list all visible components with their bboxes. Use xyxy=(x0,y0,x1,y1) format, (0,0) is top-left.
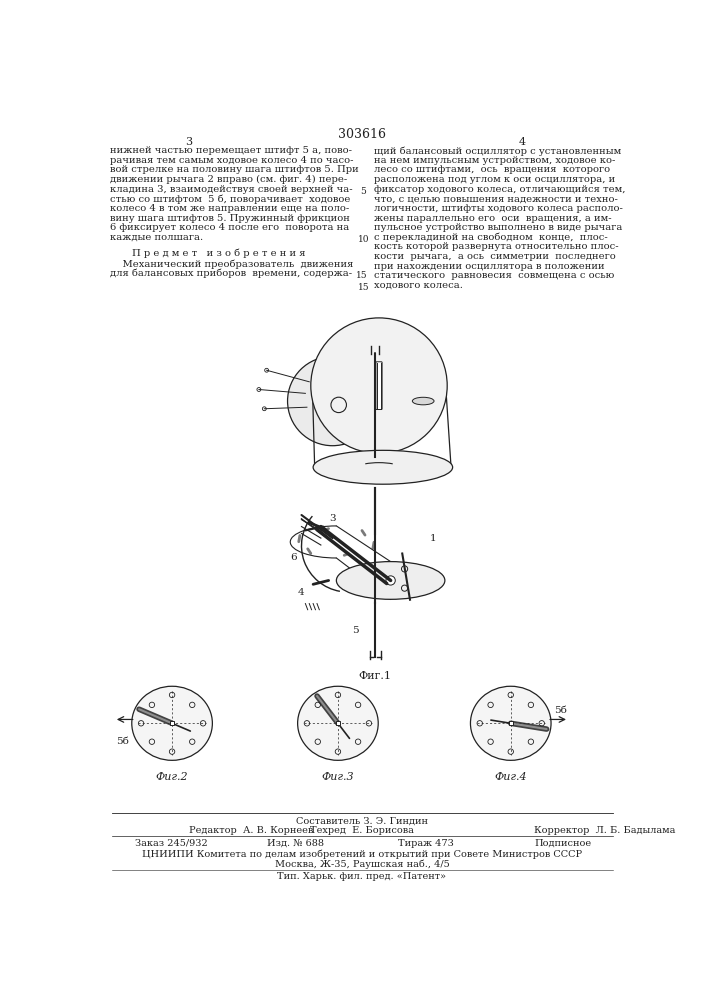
Text: для балансовых приборов  времени, содержа-: для балансовых приборов времени, содержа… xyxy=(110,269,352,278)
Text: 2: 2 xyxy=(411,580,417,589)
Text: кость которой развернута относительно плос-: кость которой развернута относительно пл… xyxy=(373,242,618,251)
Text: вину шага штифтов 5. Пружинный фрикцион: вину шага штифтов 5. Пружинный фрикцион xyxy=(110,214,350,223)
Text: с перекладиной на свободном  конце,  плос-: с перекладиной на свободном конце, плос- xyxy=(373,233,607,242)
Text: нижней частью перемещает штифт 5 а, пово-: нижней частью перемещает штифт 5 а, пово… xyxy=(110,146,352,155)
Text: Корректор  Л. Б. Бадылама: Корректор Л. Б. Бадылама xyxy=(534,826,675,835)
Text: 4: 4 xyxy=(519,137,526,147)
FancyBboxPatch shape xyxy=(376,362,382,410)
Text: 1: 1 xyxy=(430,534,436,543)
Ellipse shape xyxy=(337,562,445,599)
Text: 15: 15 xyxy=(358,283,369,292)
Ellipse shape xyxy=(313,450,452,484)
Text: расположена под углом к оси осциллятора, и: расположена под углом к оси осциллятора,… xyxy=(373,175,615,184)
Text: щий балансовый осциллятор с установленным: щий балансовый осциллятор с установленны… xyxy=(373,146,621,156)
Text: Фиг.1: Фиг.1 xyxy=(358,671,392,681)
Text: на нем импульсным устройством, ходовое ко-: на нем импульсным устройством, ходовое к… xyxy=(373,156,615,165)
Text: 5: 5 xyxy=(352,626,359,635)
Text: фиксатор ходового колеса, отличающийся тем,: фиксатор ходового колеса, отличающийся т… xyxy=(373,185,625,194)
Text: П р е д м е т   и з о б р е т е н и я: П р е д м е т и з о б р е т е н и я xyxy=(132,249,305,258)
Ellipse shape xyxy=(132,686,212,760)
Text: статического  равновесия  совмещена с осью: статического равновесия совмещена с осью xyxy=(373,271,614,280)
Text: ЦНИИПИ Комитета по делам изобретений и открытий при Совете Министров СССР: ЦНИИПИ Комитета по делам изобретений и о… xyxy=(142,850,582,859)
Text: Фиг.2: Фиг.2 xyxy=(156,772,188,782)
Text: вой стрелке на половину шага штифтов 5. При: вой стрелке на половину шага штифтов 5. … xyxy=(110,165,359,174)
Text: Москва, Ж-35, Раушская наб., 4/5: Москва, Ж-35, Раушская наб., 4/5 xyxy=(274,860,450,869)
Bar xyxy=(509,721,513,725)
Text: 5: 5 xyxy=(361,187,366,196)
Text: Тираж 473: Тираж 473 xyxy=(398,839,455,848)
Text: Механический преобразователь  движения: Механический преобразователь движения xyxy=(110,259,354,269)
Text: 3: 3 xyxy=(185,137,193,147)
Text: Составитель З. Э. Гиндин: Составитель З. Э. Гиндин xyxy=(296,816,428,825)
Text: колесо 4 в том же направлении еще на поло-: колесо 4 в том же направлении еще на пол… xyxy=(110,204,349,213)
Text: рачивая тем самым ходовое колесо 4 по часо-: рачивая тем самым ходовое колесо 4 по ча… xyxy=(110,156,354,165)
Text: 15: 15 xyxy=(356,271,368,280)
Text: стью со штифтом  5 б, поворачивает  ходовое: стью со штифтом 5 б, поворачивает ходово… xyxy=(110,194,351,204)
Text: логичности, штифты ходового колеса располо-: логичности, штифты ходового колеса распо… xyxy=(373,204,622,213)
Text: 4: 4 xyxy=(298,588,305,597)
Text: 6 фиксирует колесо 4 после его  поворота на: 6 фиксирует колесо 4 после его поворота … xyxy=(110,223,349,232)
Ellipse shape xyxy=(470,686,551,760)
Text: ходового колеса.: ходового колеса. xyxy=(373,281,462,290)
Text: 10: 10 xyxy=(358,235,369,244)
Text: пульсное устройство выполнено в виде рычага: пульсное устройство выполнено в виде рыч… xyxy=(373,223,622,232)
Text: Заказ 245/932: Заказ 245/932 xyxy=(135,839,208,848)
Bar xyxy=(170,721,174,725)
Text: 6: 6 xyxy=(291,553,297,562)
Text: Фиг.3: Фиг.3 xyxy=(322,772,354,782)
Text: каждые полшага.: каждые полшага. xyxy=(110,233,203,242)
Text: кладина 3, взаимодействуя своей верхней ча-: кладина 3, взаимодействуя своей верхней … xyxy=(110,185,353,194)
Text: кости  рычага,  а ось  симметрии  последнего: кости рычага, а ось симметрии последнего xyxy=(373,252,615,261)
Text: что, с целью повышения надежности и техно-: что, с целью повышения надежности и техн… xyxy=(373,194,617,203)
Bar xyxy=(336,721,340,725)
Text: жены параллельно его  оси  вращения, а им-: жены параллельно его оси вращения, а им- xyxy=(373,214,611,223)
Text: Редактор  А. В. Корнеев: Редактор А. В. Корнеев xyxy=(189,826,313,835)
Text: 303616: 303616 xyxy=(338,128,386,141)
Ellipse shape xyxy=(298,686,378,760)
Text: 5б: 5б xyxy=(116,737,129,746)
Text: лесо со штифтами,  ось  вращения  которого: лесо со штифтами, ось вращения которого xyxy=(373,165,609,174)
Ellipse shape xyxy=(412,397,434,405)
Text: Техред  Е. Борисова: Техред Е. Борисова xyxy=(310,826,414,835)
Circle shape xyxy=(386,576,395,585)
Text: Изд. № 688: Изд. № 688 xyxy=(267,839,324,848)
Text: движении рычага 2 вправо (см. фиг. 4) пере-: движении рычага 2 вправо (см. фиг. 4) пе… xyxy=(110,175,347,184)
Text: при нахождении осциллятора в положении: при нахождении осциллятора в положении xyxy=(373,262,604,271)
Circle shape xyxy=(311,318,448,453)
Circle shape xyxy=(288,356,378,446)
Text: Подписное: Подписное xyxy=(534,839,591,848)
Text: 3: 3 xyxy=(329,514,336,523)
Text: Тип. Харьк. фил. пред. «Патент»: Тип. Харьк. фил. пред. «Патент» xyxy=(277,872,446,881)
Text: Фиг.4: Фиг.4 xyxy=(494,772,527,782)
Text: 5б: 5б xyxy=(554,706,567,715)
